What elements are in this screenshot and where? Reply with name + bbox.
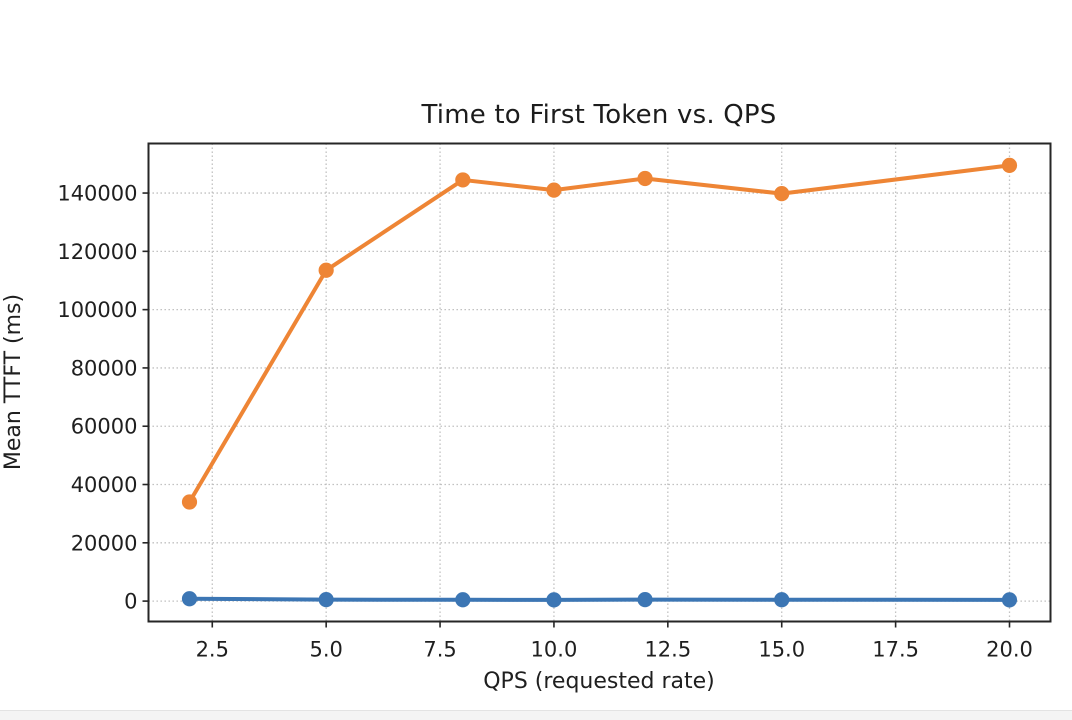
- x-tick-label: 20.0: [986, 638, 1033, 662]
- series-blue-marker: [637, 592, 653, 608]
- y-tick-label: 80000: [71, 356, 138, 380]
- series-orange-marker: [455, 172, 471, 188]
- series-orange-marker: [774, 186, 790, 202]
- y-tick-label: 140000: [57, 182, 137, 206]
- series-orange-marker: [637, 170, 653, 187]
- y-tick-label: 60000: [71, 415, 138, 439]
- x-tick-label: 12.5: [644, 638, 691, 662]
- series-orange-marker: [318, 262, 334, 278]
- series-blue-marker: [455, 592, 471, 608]
- series-orange-marker: [546, 182, 562, 198]
- x-tick-label: 15.0: [758, 638, 805, 662]
- series-blue-line: [187, 596, 1012, 602]
- x-axis-label: QPS (requested rate): [483, 669, 715, 694]
- series-blue-marker: [546, 592, 562, 608]
- series-blue-marker: [181, 591, 198, 607]
- series-orange-line: [187, 163, 1012, 504]
- bottom-bar: [0, 710, 1072, 720]
- x-tick-label: 5.0: [309, 638, 342, 662]
- y-tick-label: 100000: [57, 298, 137, 322]
- y-tick-label: 120000: [57, 240, 137, 264]
- y-tick-label: 0: [124, 590, 137, 614]
- chart-title: Time to First Token vs. QPS: [421, 100, 777, 130]
- y-tick-label: 40000: [71, 473, 138, 497]
- series-blue-marker: [774, 592, 790, 608]
- x-tick-label: 17.5: [872, 638, 919, 662]
- x-tick-label: 2.5: [196, 638, 229, 662]
- axes-spines: [147, 142, 1052, 623]
- y-tick-label: 20000: [71, 531, 138, 555]
- x-tick-label: 10.0: [531, 638, 578, 662]
- series-orange-marker: [181, 494, 198, 510]
- x-tick-label: 7.5: [423, 638, 456, 662]
- series-orange-marker: [1001, 157, 1018, 173]
- series-blue-marker: [318, 592, 334, 608]
- y-axis-label: Mean TTFT (ms): [1, 293, 26, 471]
- series-blue-marker: [1001, 592, 1018, 608]
